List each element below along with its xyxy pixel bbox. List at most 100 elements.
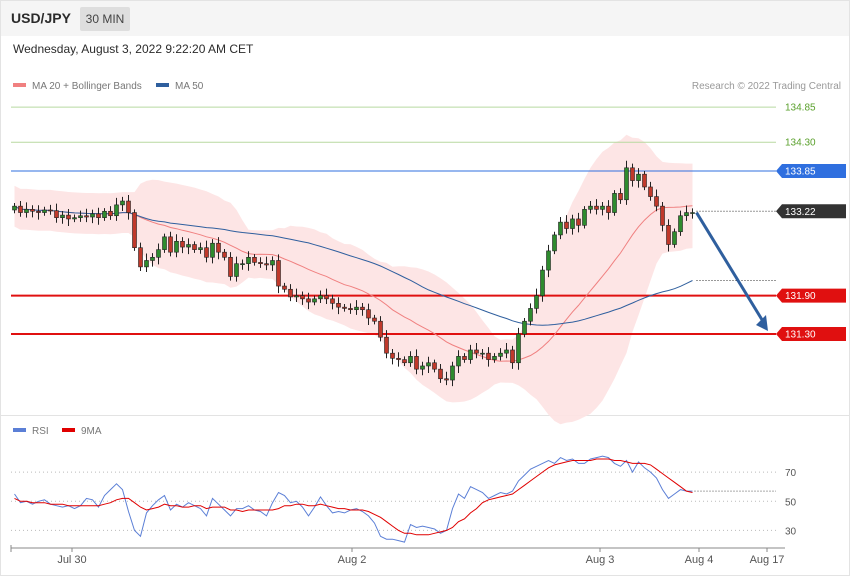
candle [420, 365, 425, 370]
candle [426, 362, 431, 367]
candle [684, 212, 689, 217]
candle [468, 349, 473, 360]
candle [630, 167, 635, 181]
candle [678, 215, 683, 233]
candle [258, 262, 263, 264]
candle [384, 336, 389, 354]
candle [246, 256, 251, 264]
candle [306, 298, 311, 303]
candle [168, 236, 173, 253]
forecast-arrow [695, 211, 766, 324]
candle [558, 221, 563, 236]
candle [372, 317, 377, 322]
candle [672, 231, 677, 245]
candle [132, 212, 137, 249]
x-tick-label: Aug 4 [685, 554, 714, 566]
rsi-level-label: 70 [785, 468, 797, 479]
candle [354, 306, 359, 311]
x-tick-label: Jul 30 [57, 554, 86, 566]
candle [318, 295, 323, 300]
level-tag-2 [776, 164, 846, 178]
legend-ma50-label: MA 50 [175, 81, 204, 92]
candle [342, 306, 347, 309]
candle [24, 209, 29, 213]
candle [228, 256, 233, 277]
level-label-0: 134.85 [785, 103, 816, 114]
candle [528, 308, 533, 322]
candle [414, 356, 419, 370]
legend-9ma-label: 9MA [81, 426, 102, 437]
candle [72, 217, 77, 220]
candle [96, 213, 101, 218]
candle [330, 298, 335, 304]
candle [546, 250, 551, 271]
candle [660, 205, 665, 226]
candle [30, 209, 35, 212]
level-label-2: 133.85 [785, 167, 816, 178]
candle [60, 214, 65, 218]
candle [618, 193, 623, 201]
candle [474, 349, 479, 354]
candle [240, 263, 245, 265]
candle [402, 359, 407, 364]
legend-rsi: RSI [13, 426, 49, 437]
rsi-level-label: 30 [785, 526, 797, 537]
candle [150, 256, 155, 261]
candle [576, 218, 581, 226]
panel-separator [1, 415, 849, 416]
rsi-ma9-line [14, 458, 693, 536]
candle [174, 241, 179, 253]
x-tick-label: Aug 2 [338, 554, 367, 566]
candle [282, 285, 287, 290]
candle [54, 210, 59, 218]
candle [270, 260, 275, 266]
candle [564, 221, 569, 229]
candle [642, 173, 647, 188]
candle [408, 356, 413, 364]
candle [360, 306, 365, 311]
candle [516, 333, 521, 364]
legend-ma50: MA 50 [156, 81, 203, 92]
candle [480, 352, 485, 355]
candle [348, 308, 353, 311]
candle [18, 205, 23, 213]
candle [522, 320, 527, 335]
candle [366, 309, 371, 319]
candle [84, 215, 89, 218]
candle [210, 242, 215, 258]
candle [462, 356, 467, 360]
rsi-line [14, 455, 693, 543]
candle [588, 205, 593, 210]
candle [180, 241, 185, 248]
symbol-title[interactable]: USD/JPY [11, 10, 71, 26]
candle [540, 269, 545, 296]
candle [294, 295, 299, 298]
candle [432, 362, 437, 370]
timeframe-button[interactable]: 30 MIN [80, 7, 130, 31]
candle [144, 260, 149, 268]
candle [582, 209, 587, 226]
candle [654, 196, 659, 207]
candle [198, 247, 203, 250]
legend-ma20: MA 20 + Bollinger Bands [13, 81, 142, 92]
candle [192, 244, 197, 250]
candle [36, 210, 41, 213]
legend-rsi-swatch [13, 428, 26, 433]
legend-ma20-swatch [13, 83, 26, 88]
level-label-3: 133.22 [785, 207, 816, 218]
legend-rsi-label: RSI [32, 426, 49, 437]
candle [276, 260, 281, 287]
x-tick-label: Aug 3 [586, 554, 615, 566]
credit-text: Research © 2022 Trading Central [691, 81, 841, 92]
candle [288, 288, 293, 298]
candle [234, 263, 239, 277]
level-tag-4 [776, 288, 846, 303]
level-tag-3 [776, 204, 846, 219]
candle [606, 205, 611, 213]
candle [156, 249, 161, 258]
candle [90, 213, 95, 218]
candle [600, 205, 605, 210]
candle [396, 357, 401, 360]
candle [666, 225, 671, 245]
